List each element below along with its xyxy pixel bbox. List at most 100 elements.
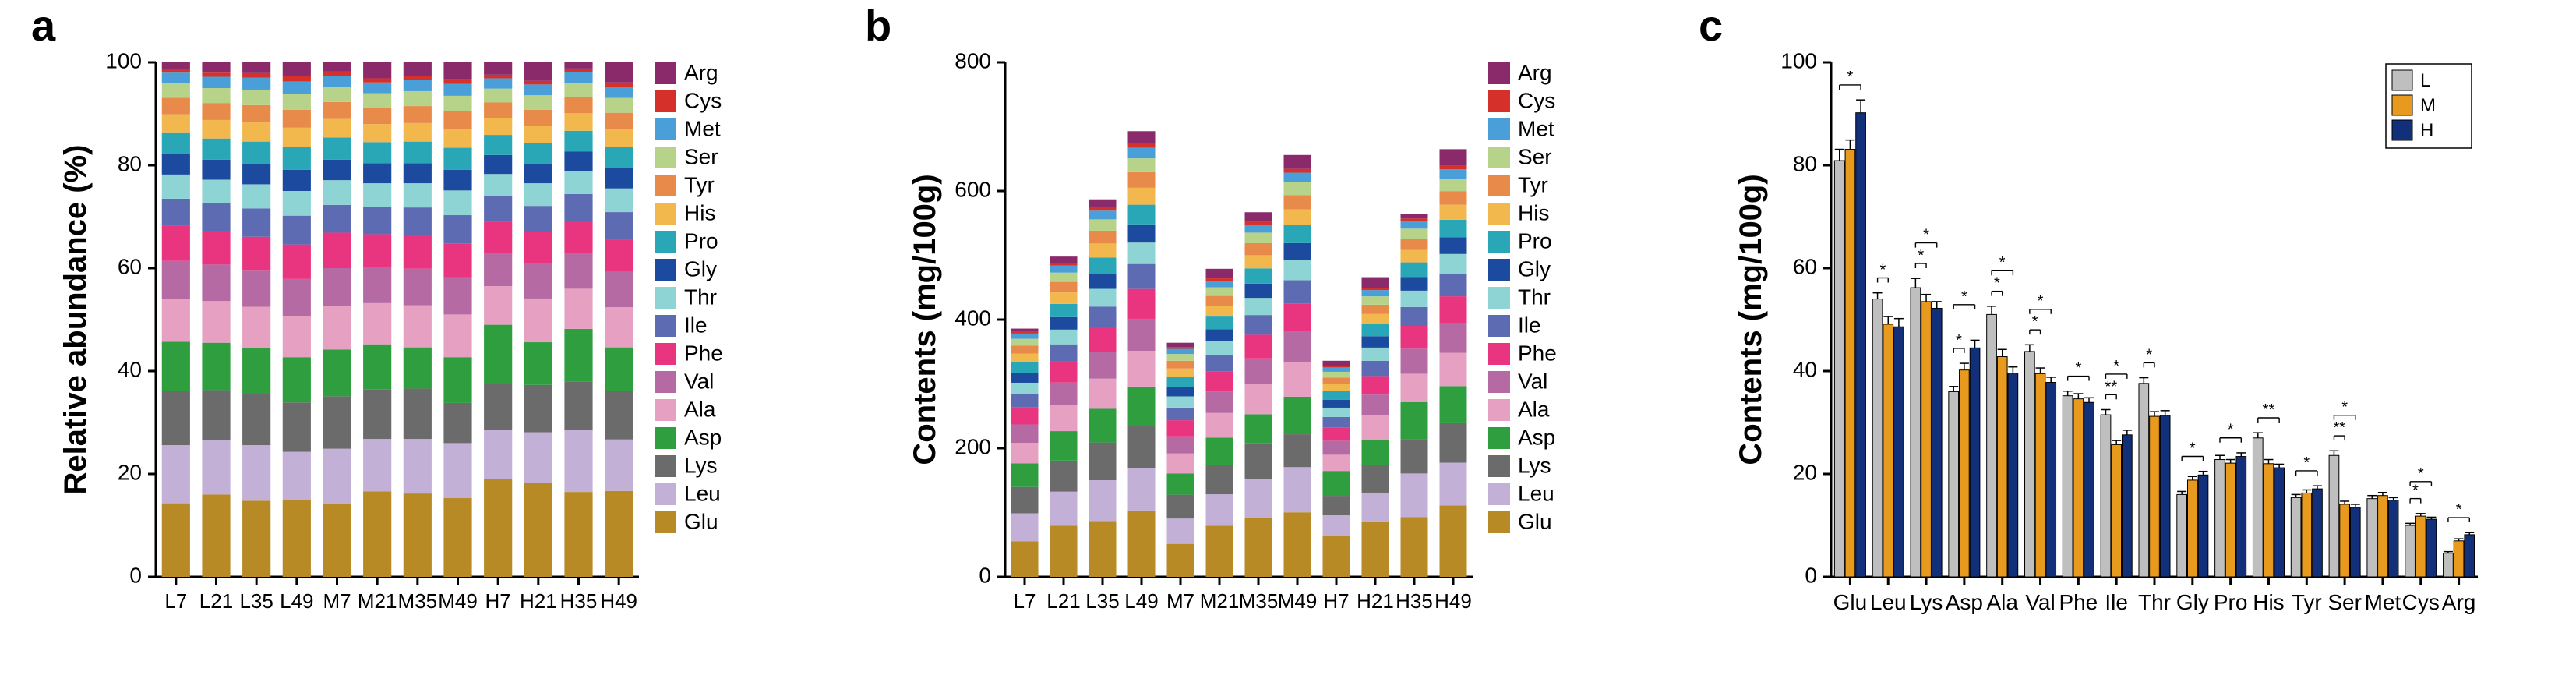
- bar-segment: [162, 504, 190, 577]
- bar-segment: [1362, 324, 1389, 336]
- bar-segment: [283, 94, 311, 109]
- x-tick-label: Met: [2365, 590, 2401, 614]
- bar-segment: [1401, 277, 1428, 291]
- bar-segment: [1440, 166, 1467, 169]
- bar-segment: [1323, 391, 1350, 400]
- bar-segment: [162, 62, 190, 69]
- x-tick-label: L7: [1014, 589, 1036, 613]
- bar-segment: [1011, 394, 1039, 408]
- bar-segment: [1323, 377, 1350, 384]
- legend-label: Ser: [1518, 144, 1552, 168]
- bar-segment: [404, 62, 432, 76]
- bar-segment: [242, 90, 270, 105]
- bar-segment: [323, 160, 351, 180]
- bar-segment: [564, 113, 592, 130]
- bar-segment: [202, 139, 230, 160]
- legend-swatch: [655, 371, 676, 393]
- sig-mark: *: [2456, 501, 2462, 518]
- bar-segment: [1128, 351, 1156, 387]
- bar-segment: [1245, 518, 1272, 577]
- bar-segment: [162, 154, 190, 174]
- legend-swatch: [655, 118, 676, 140]
- bar-segment: [1284, 467, 1311, 512]
- bar-segment: [283, 216, 311, 245]
- legend-label: Arg: [684, 60, 718, 84]
- bar-segment: [524, 84, 552, 95]
- bar-segment: [1440, 254, 1467, 274]
- sig-mark: **: [2105, 378, 2118, 395]
- legend-label: Leu: [1518, 481, 1554, 505]
- bar-segment: [1011, 332, 1039, 334]
- bar-segment: [283, 191, 311, 216]
- bar-segment: [1050, 317, 1078, 330]
- bar-segment: [1362, 296, 1389, 305]
- bar-segment: [242, 122, 270, 141]
- bar-segment: [484, 89, 512, 103]
- bar-segment: [1206, 296, 1233, 306]
- bar-segment: [1167, 387, 1194, 396]
- grouped-bar: [1932, 308, 1942, 577]
- bar-segment: [484, 155, 512, 174]
- bar-segment: [484, 62, 512, 75]
- bar-segment: [1245, 298, 1272, 315]
- figure: { "amino_acids": ["Glu","Leu","Lys","Asp…: [0, 0, 2576, 693]
- bar-segment: [1440, 463, 1467, 506]
- bar-segment: [202, 72, 230, 76]
- bar-segment: [1011, 487, 1039, 514]
- grouped-bar: [2112, 444, 2122, 577]
- bar-segment: [323, 504, 351, 577]
- bar-segment: [524, 232, 552, 264]
- grouped-bar: [2264, 464, 2274, 577]
- bar-segment: [564, 329, 592, 381]
- legend-label: Lys: [684, 453, 718, 477]
- bar-segment: [1245, 255, 1272, 268]
- legend-swatch: [655, 343, 676, 365]
- legend-label: His: [1518, 200, 1549, 225]
- bar-segment: [1011, 383, 1039, 394]
- bar-segment: [605, 129, 633, 147]
- bar-segment: [605, 212, 633, 239]
- bar-segment: [404, 306, 432, 348]
- bar-segment: [1128, 172, 1156, 188]
- bar-segment: [363, 83, 391, 94]
- bar-segment: [1089, 231, 1117, 243]
- bar-segment: [1206, 281, 1233, 287]
- y-tick-label: 80: [1793, 151, 1817, 175]
- bar-segment: [162, 445, 190, 504]
- bar-segment: [1167, 473, 1194, 494]
- bar-segment: [283, 81, 311, 94]
- bar-segment: [283, 110, 311, 128]
- bar-segment: [1011, 541, 1039, 577]
- bar-segment: [564, 430, 592, 492]
- y-tick-label: 20: [118, 460, 142, 484]
- bar-segment: [363, 207, 391, 234]
- bar-segment: [524, 62, 552, 81]
- bar-segment: [1401, 221, 1428, 229]
- bar-segment: [524, 385, 552, 433]
- bar-segment: [323, 102, 351, 119]
- bar-segment: [1323, 366, 1350, 367]
- grouped-bar: [1845, 150, 1855, 577]
- bar-segment: [1089, 207, 1117, 210]
- legend-label: L: [2420, 70, 2430, 91]
- bar-segment: [484, 479, 512, 577]
- bar-segment: [202, 179, 230, 203]
- x-tick-label: Asp: [1946, 590, 1983, 614]
- bar-segment: [1284, 155, 1311, 169]
- bar-segment: [1362, 493, 1389, 522]
- y-tick-label: 80: [118, 151, 142, 175]
- bar-segment: [605, 491, 633, 577]
- legend-label: M: [2420, 95, 2436, 116]
- legend-label: Glu: [1518, 509, 1552, 533]
- bar-segment: [1011, 463, 1039, 486]
- bar-segment: [404, 269, 432, 306]
- bar-segment: [605, 83, 633, 87]
- bar-segment: [1323, 536, 1350, 577]
- grouped-bar: [2198, 475, 2208, 577]
- bar-segment: [605, 87, 633, 98]
- x-tick-label: H35: [560, 589, 598, 613]
- grouped-bar: [2160, 415, 2170, 577]
- bar-segment: [564, 83, 592, 97]
- x-tick-label: Lys: [1910, 590, 1943, 614]
- x-tick-label: L49: [1124, 589, 1158, 613]
